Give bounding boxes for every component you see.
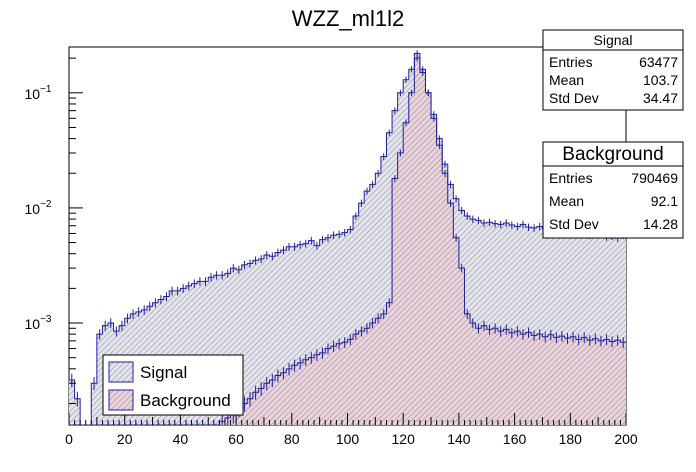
legend-label-signal: Signal — [140, 363, 187, 382]
x-tick-label: 180 — [559, 431, 583, 447]
y-tick-label: 10−1 — [25, 84, 52, 102]
chart-title: WZZ_ml1l2 — [292, 6, 404, 31]
signal-mean-label: Mean — [549, 72, 584, 88]
signal-stats-title: Signal — [594, 32, 633, 48]
background-stats-title: Background — [562, 144, 663, 165]
y-axis: 10−1 10−2 10−3 — [25, 57, 83, 404]
background-entries-label: Entries — [549, 170, 593, 186]
legend-swatch-signal — [108, 361, 134, 383]
background-error-bars — [221, 50, 624, 425]
x-tick-label: 160 — [503, 431, 527, 447]
legend: Signal Background — [102, 354, 244, 416]
y-tick-label: 10−3 — [25, 314, 52, 332]
x-tick-label: 140 — [447, 431, 471, 447]
x-tick-label: 20 — [117, 431, 133, 447]
y-tick-label: 10−2 — [25, 199, 52, 217]
x-tick-label: 60 — [228, 431, 244, 447]
legend-label-background: Background — [140, 391, 231, 410]
background-std-value: 14.28 — [643, 216, 678, 232]
x-tick-label: 0 — [65, 431, 73, 447]
legend-swatch-background — [108, 389, 134, 411]
signal-entries-value: 63477 — [639, 54, 678, 70]
x-tick-label: 80 — [284, 431, 300, 447]
signal-std-value: 34.47 — [643, 90, 678, 106]
signal-std-label: Std Dev — [549, 90, 599, 106]
signal-mean-value: 103.7 — [643, 72, 678, 88]
signal-entries-label: Entries — [549, 54, 593, 70]
background-histogram-fill — [69, 53, 626, 425]
x-tick-label: 100 — [336, 431, 360, 447]
signal-stats-box: Signal Entries 63477 Mean 103.7 Std Dev … — [542, 29, 684, 111]
x-tick-label: 120 — [392, 431, 416, 447]
signal-histogram-line — [69, 57, 626, 425]
background-mean-label: Mean — [549, 193, 584, 209]
background-stats-box: Background Entries 790469 Mean 92.1 Std … — [542, 141, 684, 239]
plot-area — [69, 50, 626, 425]
background-std-label: Std Dev — [549, 216, 599, 232]
x-tick-label: 40 — [173, 431, 189, 447]
background-mean-value: 92.1 — [651, 193, 678, 209]
background-entries-value: 790469 — [631, 170, 678, 186]
x-axis: 0 20 40 60 80 100 120 140 160 180 200 — [65, 413, 638, 447]
x-tick-label: 200 — [614, 431, 638, 447]
